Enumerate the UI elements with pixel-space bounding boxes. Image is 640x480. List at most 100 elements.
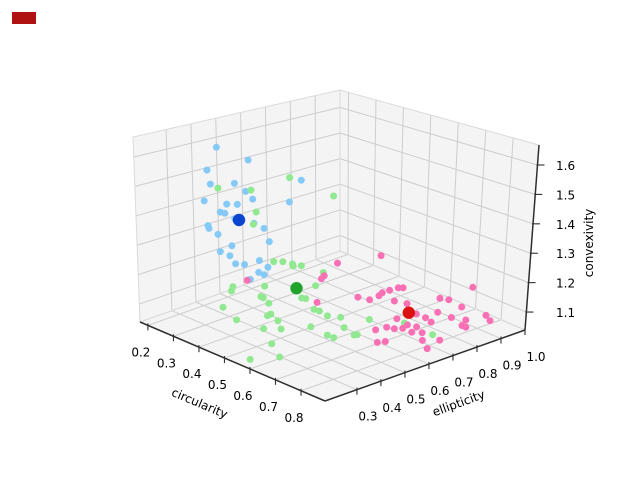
- z-axis-label: convexivity: [582, 209, 596, 278]
- scatter-point-cluster-3: [445, 296, 453, 304]
- scatter-point-cluster-3: [390, 297, 398, 305]
- scatter-point-cluster-2: [277, 325, 285, 333]
- gridline: [135, 158, 341, 217]
- scatter-point-cluster-1: [228, 242, 236, 250]
- gridline: [173, 264, 374, 337]
- z-tick-label: 1.6: [556, 159, 575, 173]
- gridline: [139, 234, 341, 305]
- scatter-point-cluster-3: [372, 326, 380, 334]
- scatter-point-cluster-3: [413, 323, 421, 331]
- scatter-points: [200, 143, 494, 363]
- scatter-point-cluster-3: [320, 272, 328, 280]
- x-tick-label: 0.7: [259, 400, 278, 414]
- scatter-point-cluster-2: [337, 313, 345, 321]
- gridline: [289, 101, 293, 269]
- scatter-point-cluster-3: [403, 300, 411, 308]
- scatter-point-cluster-2: [330, 192, 338, 200]
- scatter-point-cluster-2: [315, 307, 323, 315]
- red-marker: [12, 12, 36, 24]
- gridline: [224, 286, 425, 359]
- centroid-cluster-3: [402, 306, 415, 319]
- gridline: [339, 183, 531, 254]
- scatter-point-cluster-1: [230, 179, 238, 187]
- gridline: [219, 293, 406, 374]
- scatter-point-cluster-2: [312, 282, 320, 290]
- gridline: [243, 284, 430, 365]
- scatter-point-cluster-3: [422, 314, 429, 322]
- scatter-point-cluster-2: [297, 262, 305, 270]
- scatter-point-cluster-2: [323, 312, 331, 320]
- scatter-point-cluster-1: [205, 224, 213, 232]
- scatter-point-cluster-2: [268, 340, 276, 348]
- scatter-point-cluster-2: [265, 299, 273, 307]
- gridline: [195, 301, 382, 382]
- scatter-point-cluster-1: [212, 143, 220, 151]
- scatter-point-cluster-1: [232, 260, 240, 268]
- scatter-point-cluster-2: [302, 295, 310, 303]
- scatter-point-cluster-3: [394, 284, 402, 292]
- gridline: [315, 259, 502, 339]
- scatter-point-cluster-2: [249, 220, 257, 228]
- scatter-point-cluster-2: [274, 317, 282, 325]
- scatter-point-cluster-3: [418, 336, 426, 344]
- gridline: [347, 92, 350, 255]
- scatter-point-cluster-3: [462, 323, 470, 331]
- scatter-point-cluster-1: [260, 271, 268, 279]
- z-tick-label: 1.3: [556, 247, 575, 261]
- gridline: [165, 129, 173, 311]
- scatter-point-cluster-1: [216, 248, 224, 256]
- scatter-point-cluster-2: [289, 262, 297, 270]
- scatter-point-cluster-3: [393, 315, 401, 323]
- x-tick-label: 0.2: [131, 345, 150, 359]
- scatter-point-cluster-1: [233, 200, 241, 208]
- y-tick-label: 0.3: [358, 410, 377, 424]
- gridline: [249, 297, 451, 370]
- scatter-point-cluster-3: [482, 311, 490, 319]
- gridline: [314, 95, 317, 260]
- gridline: [264, 106, 269, 277]
- z-tick-label: 1.2: [556, 277, 575, 291]
- scatter-point-cluster-2: [219, 303, 227, 311]
- gridline: [171, 310, 358, 391]
- x-tick-label: 0.5: [208, 378, 227, 392]
- scatter-point-cluster-2: [228, 287, 235, 295]
- gridline: [339, 158, 534, 225]
- scatter-point-cluster-2: [310, 305, 318, 313]
- scatter-point-cluster-3: [334, 259, 341, 267]
- scatter-point-cluster-3: [462, 316, 470, 324]
- scatter-point-cluster-3: [418, 329, 426, 337]
- scatter-point-cluster-1: [244, 156, 252, 164]
- scatter-point-cluster-1: [265, 238, 273, 246]
- centroid-cluster-2: [290, 282, 303, 295]
- scatter-point-cluster-3: [427, 318, 435, 326]
- y-tick-label: 0.6: [430, 384, 449, 398]
- gridline: [198, 275, 400, 348]
- y-tick-label: 1.0: [526, 350, 545, 364]
- scatter-point-cluster-3: [390, 325, 398, 333]
- scatter-point-cluster-1: [255, 268, 263, 276]
- scatter-point-cluster-2: [252, 208, 260, 216]
- scatter-point-cluster-1: [226, 252, 234, 260]
- x-tick-label: 0.8: [284, 411, 303, 425]
- y-tick-label: 0.8: [478, 367, 497, 381]
- gridline: [398, 107, 404, 277]
- gridline: [500, 137, 514, 320]
- y-tick-label: 0.7: [454, 376, 473, 390]
- z-tick-label: 1.4: [556, 218, 575, 232]
- gridline: [339, 234, 527, 313]
- scatter-point-cluster-2: [340, 324, 348, 332]
- gridline: [372, 99, 377, 266]
- scatter-point-cluster-2: [260, 325, 268, 333]
- gridline: [190, 123, 197, 303]
- x-tick-label: 0.4: [182, 367, 201, 381]
- scatter-point-cluster-1: [249, 195, 257, 203]
- y-axis-line: [324, 329, 526, 402]
- scatter-point-cluster-2: [264, 312, 271, 320]
- scatter-point-cluster-1: [200, 197, 208, 205]
- scatter-point-cluster-3: [423, 345, 431, 353]
- x-tick-label: 0.3: [157, 356, 176, 370]
- scatter-point-cluster-1: [223, 200, 231, 208]
- scatter-point-cluster-2: [429, 331, 437, 339]
- scatter-point-cluster-3: [373, 338, 381, 346]
